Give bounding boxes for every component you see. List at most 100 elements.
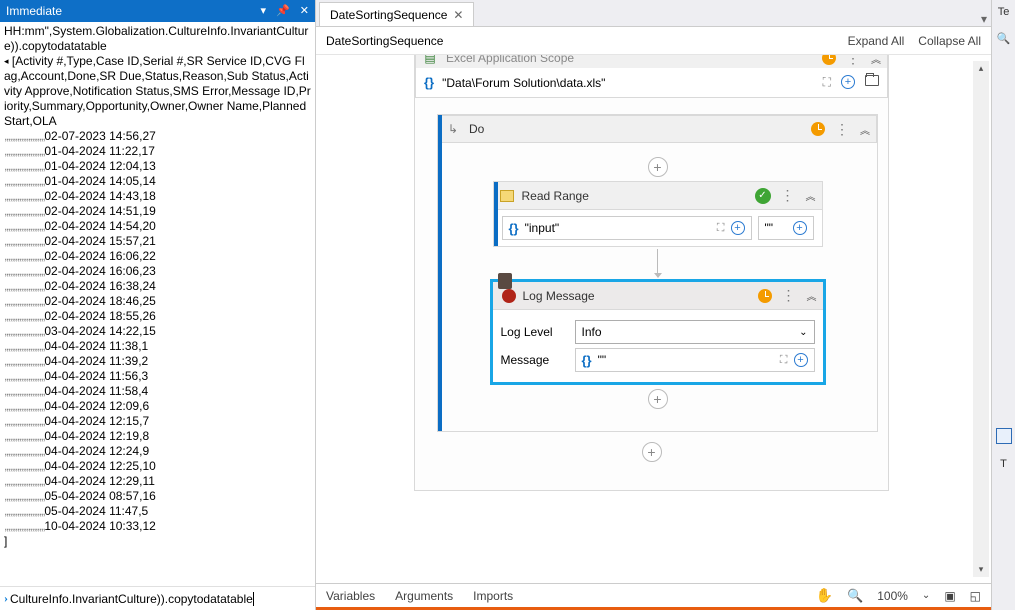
variables-tab[interactable]: Variables: [326, 589, 375, 603]
search-icon[interactable]: 🔍: [997, 32, 1011, 45]
tab-close-icon[interactable]: ✕: [453, 8, 463, 22]
immediate-row: ,,,,,,,,,,,,,,,,,,,,,,02-04-2024 18:46,2…: [4, 294, 311, 309]
workflow-canvas[interactable]: ▤ Excel Application Scope ⋮ ︽ {} "Data\F…: [316, 55, 971, 583]
folder-icon[interactable]: [865, 75, 879, 86]
immediate-row: ,,,,,,,,,,,,,,,,,,,,,,02-04-2024 16:06,2…: [4, 249, 311, 264]
do-sequence[interactable]: ↳ Do ⋮ ︽ +: [437, 114, 878, 432]
immediate-row: ,,,,,,,,,,,,,,,,,,,,,,05-04-2024 08:57,1…: [4, 489, 311, 504]
collapse-icon[interactable]: ︽: [807, 288, 817, 303]
collapse-icon[interactable]: ︽: [871, 55, 881, 66]
immediate-row: ,,,,,,,,,,,,,,,,,,,,,,10-04-2024 10:33,1…: [4, 519, 311, 534]
do-title: Do: [469, 122, 803, 136]
side-label-top[interactable]: Te: [998, 6, 1010, 18]
tab-label: DateSortingSequence: [330, 8, 447, 22]
immediate-trail: ]: [4, 534, 311, 549]
zoom-lens-icon[interactable]: 🔍: [847, 588, 863, 604]
excel-application-scope[interactable]: ▤ Excel Application Scope ⋮ ︽ {} "Data\F…: [414, 55, 889, 491]
read-range-activity[interactable]: Read Range ✓ ⋮ ︽: [493, 181, 823, 247]
overview-icon[interactable]: ◱: [970, 589, 981, 603]
expand-icon[interactable]: ⛶: [823, 75, 831, 90]
menu-icon[interactable]: ⋮: [835, 121, 850, 138]
expand-icon[interactable]: ⛶: [780, 354, 788, 367]
log-message-activity[interactable]: ✎ Log Message ⋮ ︽: [490, 279, 826, 385]
log-level-label: Log Level: [501, 325, 565, 339]
vertical-scrollbar[interactable]: ▴ ▾: [973, 61, 989, 577]
add-activity-button[interactable]: +: [648, 389, 668, 409]
tab-datesorting[interactable]: DateSortingSequence ✕: [319, 2, 474, 26]
side-label-bottom[interactable]: T: [1000, 458, 1007, 470]
immediate-row: ,,,,,,,,,,,,,,,,,,,,,,01-04-2024 14:05,1…: [4, 174, 311, 189]
add-icon[interactable]: +: [793, 221, 807, 235]
immediate-row: ,,,,,,,,,,,,,,,,,,,,,,02-04-2024 14:54,2…: [4, 219, 311, 234]
panel-close-icon[interactable]: ✕: [300, 0, 309, 22]
log-message-input[interactable]: {} "" ⛶+: [575, 348, 815, 372]
panel-pin-icon[interactable]: 📌: [276, 0, 290, 22]
read-range-output[interactable]: "" +: [758, 216, 814, 240]
breadcrumb-bar: DateSortingSequence Expand All Collapse …: [316, 27, 991, 55]
read-range-input[interactable]: {} "input" ⛶+: [502, 216, 752, 240]
collapse-all-button[interactable]: Collapse All: [918, 34, 981, 48]
expand-icon[interactable]: ⛶: [717, 222, 725, 235]
read-range-title: Read Range: [522, 189, 747, 203]
add-icon[interactable]: +: [794, 353, 808, 367]
immediate-output: HH:mm",System.Globalization.CultureInfo.…: [0, 22, 315, 586]
expr-brace-icon: {}: [424, 75, 434, 90]
log-message-label: Message: [501, 353, 565, 367]
tab-dropdown-icon[interactable]: ▾: [977, 12, 991, 26]
immediate-header[interactable]: Immediate ▾ 📌 ✕: [0, 0, 315, 22]
add-activity-button[interactable]: +: [642, 442, 662, 462]
breadcrumb[interactable]: DateSortingSequence: [326, 34, 443, 48]
immediate-row: ,,,,,,,,,,,,,,,,,,,,,,01-04-2024 11:22,1…: [4, 144, 311, 159]
excel-path-expr[interactable]: "Data\Forum Solution\data.xls": [442, 76, 814, 90]
menu-icon[interactable]: ⋮: [781, 187, 796, 204]
immediate-row: ,,,,,,,,,,,,,,,,,,,,,,04-04-2024 12:15,7: [4, 414, 311, 429]
immediate-row: ,,,,,,,,,,,,,,,,,,,,,,02-07-2023 14:56,2…: [4, 129, 311, 144]
expand-all-button[interactable]: Expand All: [848, 34, 905, 48]
immediate-title: Immediate: [6, 0, 62, 22]
pan-icon[interactable]: ✋: [816, 587, 833, 604]
immediate-row: ,,,,,,,,,,,,,,,,,,,,,,04-04-2024 11:39,2: [4, 354, 311, 369]
zoom-value[interactable]: 100%: [877, 589, 908, 603]
collapse-icon[interactable]: ︽: [860, 122, 870, 137]
immediate-input-row[interactable]: › CultureInfo.InvariantCulture)).copytod…: [0, 586, 315, 610]
excel-scope-icon: ▤: [422, 55, 438, 66]
immediate-columns-line: ◂ [Activity #,Type,Case ID,Serial #,SR S…: [4, 54, 311, 129]
immediate-prompt-icon: ›: [4, 591, 8, 606]
designer-status-bar: Variables Arguments Imports ✋ 🔍 100% ⌄ ▣…: [316, 583, 991, 607]
immediate-expr-line: HH:mm",System.Globalization.CultureInfo.…: [4, 24, 311, 54]
log-message-title: Log Message: [523, 289, 750, 303]
immediate-row: ,,,,,,,,,,,,,,,,,,,,,,02-04-2024 14:51,1…: [4, 204, 311, 219]
immediate-row: ,,,,,,,,,,,,,,,,,,,,,,04-04-2024 12:25,1…: [4, 459, 311, 474]
chevron-down-icon: ⌄: [799, 327, 807, 338]
add-icon[interactable]: +: [731, 221, 745, 235]
immediate-row: ,,,,,,,,,,,,,,,,,,,,,,04-04-2024 12:09,6: [4, 399, 311, 414]
flow-connector: [657, 249, 658, 277]
tab-bar: DateSortingSequence ✕ ▾: [316, 0, 991, 27]
menu-icon[interactable]: ⋮: [782, 287, 797, 304]
panel-dropdown-icon[interactable]: ▾: [261, 0, 267, 22]
read-range-icon: [500, 190, 514, 202]
add-activity-button[interactable]: +: [648, 157, 668, 177]
immediate-panel: Immediate ▾ 📌 ✕ HH:mm",System.Globalizat…: [0, 0, 316, 610]
imports-tab[interactable]: Imports: [473, 589, 513, 603]
bookmark-icon[interactable]: [498, 273, 512, 289]
immediate-row: ,,,,,,,,,,,,,,,,,,,,,,02-04-2024 18:55,2…: [4, 309, 311, 324]
clock-icon: [758, 289, 772, 303]
scroll-up-icon[interactable]: ▴: [979, 61, 984, 76]
immediate-row: ,,,,,,,,,,,,,,,,,,,,,,02-04-2024 14:43,1…: [4, 189, 311, 204]
immediate-input-text[interactable]: CultureInfo.InvariantCulture)).copytodat…: [10, 592, 253, 606]
collapse-icon[interactable]: ︽: [806, 188, 816, 203]
immediate-row: ,,,,,,,,,,,,,,,,,,,,,,04-04-2024 12:24,9: [4, 444, 311, 459]
validation-ok-icon: ✓: [755, 188, 771, 204]
scroll-down-icon[interactable]: ▾: [979, 562, 984, 577]
side-panel-icon[interactable]: [996, 428, 1012, 444]
clock-icon: [811, 122, 825, 136]
collapsed-side-panel[interactable]: Te 🔍 T: [991, 0, 1015, 610]
add-icon[interactable]: +: [841, 75, 855, 89]
zoom-dropdown-icon[interactable]: ⌄: [922, 590, 930, 601]
arguments-tab[interactable]: Arguments: [395, 589, 453, 603]
fit-screen-icon[interactable]: ▣: [944, 589, 955, 603]
breakpoint-icon[interactable]: [502, 289, 516, 303]
menu-icon[interactable]: ⋮: [846, 55, 861, 67]
log-level-select[interactable]: Info ⌄: [575, 320, 815, 344]
